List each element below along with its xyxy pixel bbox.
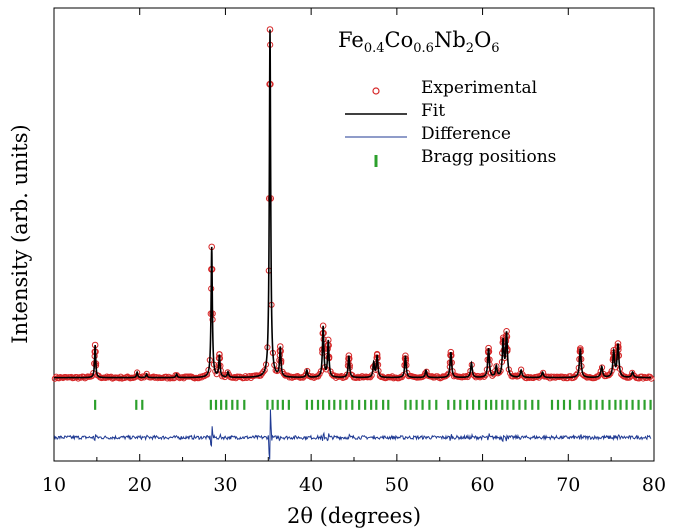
x-tick-label: 50 [385, 474, 409, 496]
experimental-point [482, 372, 489, 379]
legend-experimental-marker [372, 87, 380, 95]
experimental-point [471, 372, 478, 380]
experimental-point [640, 375, 647, 382]
x-tick-label: 20 [128, 474, 152, 496]
x-tick-label: 40 [299, 474, 323, 496]
x-tick-label: 30 [213, 474, 237, 496]
x-tick-label: 10 [42, 474, 66, 496]
experimental-point [242, 373, 249, 380]
experimental-point [395, 375, 403, 382]
experimental-point [260, 368, 267, 375]
x-tick-label: 60 [470, 474, 494, 496]
fit-series [54, 29, 652, 379]
chart-title: Fe0.4Co0.6Nb2O6 [338, 28, 500, 56]
experimental-point [332, 374, 340, 381]
experimental-point [605, 372, 613, 379]
legend-experimental-label: Experimental [421, 78, 537, 98]
bragg-series [94, 399, 652, 410]
x-tick-label: 80 [642, 474, 666, 496]
x-axis-label: 2θ (degrees) [287, 504, 421, 528]
experimental-point [596, 371, 603, 379]
x-axis-ticks: 10 20 30 40 50 60 70 80 [42, 8, 666, 496]
legend-fit-label: Fit [421, 101, 445, 121]
legend-difference-label: Difference [421, 124, 511, 144]
difference-line [53, 409, 652, 460]
legend-bragg-label: Bragg positions [421, 147, 556, 167]
experimental-series [51, 26, 655, 382]
experimental-point [648, 375, 655, 382]
experimental-point [489, 372, 496, 379]
experimental-point [241, 374, 248, 382]
difference-series [53, 409, 652, 460]
experimental-point [572, 371, 580, 379]
fit-line [54, 29, 652, 379]
y-axis-label: Intensity (arb. units) [8, 124, 32, 343]
legend: Experimental Fit Difference Bragg positi… [345, 78, 556, 167]
plot-frame [53, 7, 655, 462]
x-tick-label: 70 [556, 474, 580, 496]
experimental-point [496, 369, 503, 376]
experimental-point [443, 372, 451, 379]
